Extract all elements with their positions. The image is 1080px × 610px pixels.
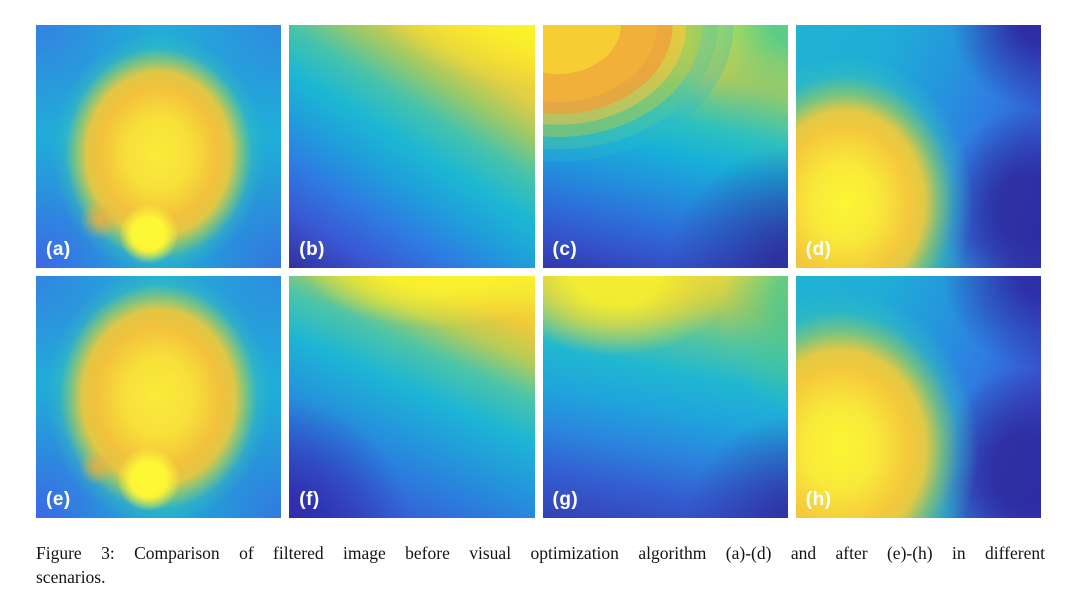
- panel-g-heatmap: (g): [542, 275, 788, 518]
- panel-h-label: (h): [805, 489, 832, 510]
- panel-e-label: (e): [46, 489, 71, 510]
- panel-g-label: (g): [552, 489, 579, 510]
- figure-panel-grid: (a) (b) (c) (d) (e) (f) (g) (h): [36, 25, 1041, 518]
- figure-caption: Figure 3: Comparison of filtered image b…: [36, 541, 1045, 589]
- panel-a-label: (a): [46, 238, 71, 260]
- panel-f-heatmap: (f): [289, 275, 535, 518]
- panel-a-heatmap: (a): [36, 25, 282, 268]
- panel-b-label: (b): [299, 238, 326, 260]
- panel-c-label: (c): [552, 238, 578, 260]
- panel-c-heatmap: (c): [542, 25, 788, 268]
- panel-h-heatmap: (h): [795, 275, 1041, 518]
- panel-e-heatmap: (e): [36, 275, 282, 518]
- panel-d-heatmap: (d): [795, 25, 1041, 268]
- panel-d-label: (d): [805, 238, 832, 260]
- figure-caption-line-1: Figure 3: Comparison of filtered image b…: [36, 543, 1045, 563]
- figure-caption-line-2: scenarios.: [36, 567, 106, 587]
- panel-b-heatmap: (b): [289, 25, 535, 268]
- panel-f-label: (f): [299, 489, 320, 510]
